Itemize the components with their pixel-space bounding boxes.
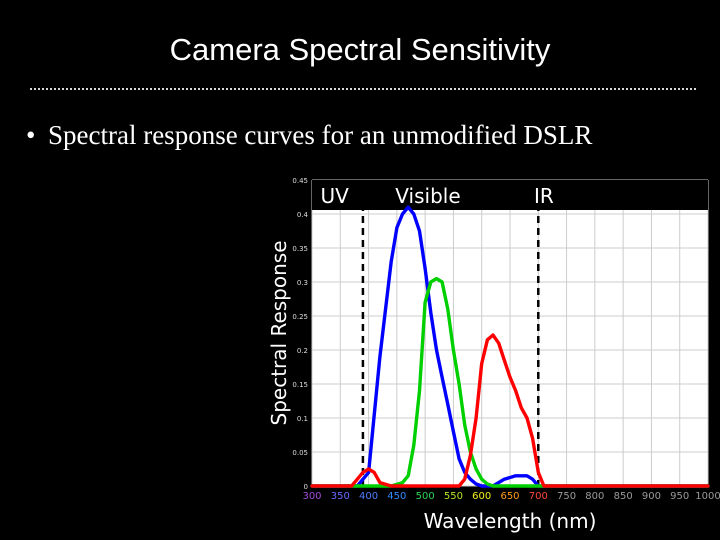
series-line-1	[310, 205, 710, 488]
x-tick-label: 400	[359, 491, 378, 502]
y-axis-ticks: 0 0.05 0.1 0.15 0.2 0.25 0.3 0.35 0.4 0.45	[292, 177, 308, 491]
y-tick-label: 0	[304, 483, 308, 491]
x-tick-label: 950	[670, 491, 689, 502]
x-tick-label: 900	[642, 491, 661, 502]
title-divider	[30, 88, 696, 90]
y-tick-label: 0.15	[292, 381, 308, 389]
x-axis-ticks: 300 350 400 450 500 550 600 650 700 750 800 850 900 9…	[302, 491, 720, 502]
bullet-text: Spectral response curves for an unmodifi…	[48, 120, 593, 150]
y-tick-label: 0.3	[297, 279, 308, 287]
y-tick-label: 0.45	[292, 177, 308, 185]
data-series	[310, 205, 710, 488]
x-tick-label: 450	[387, 491, 406, 502]
x-tick-label: 500	[416, 491, 435, 502]
x-tick-label: 700	[529, 491, 548, 502]
region-label: UV	[320, 184, 349, 208]
x-tick-label: 800	[585, 491, 604, 502]
region-labels: UV Visible IR	[312, 180, 708, 210]
y-axis-label: Spectral Response	[267, 241, 291, 426]
region-boundaries	[361, 180, 540, 486]
y-tick-label: 0.25	[292, 313, 308, 321]
y-tick-label: 0.05	[292, 449, 308, 457]
series-line-3	[310, 333, 710, 488]
region-label: Visible	[395, 184, 460, 208]
region-label-band	[312, 180, 708, 210]
x-tick-label: 300	[302, 491, 321, 502]
x-tick-label: 350	[331, 491, 350, 502]
x-tick-label: 550	[444, 491, 463, 502]
y-tick-label: 0.2	[297, 347, 308, 355]
x-axis-label: Wavelength (nm)	[424, 509, 597, 533]
x-tick-label: 600	[472, 491, 491, 502]
bullet-marker: •	[26, 120, 36, 150]
spectral-response-chart: UV Visible IR 0 0.05 0.1 0.15 0.2 0.25 0.3 0.35 0.…	[267, 177, 720, 533]
region-label: IR	[534, 184, 554, 208]
y-tick-label: 0.4	[297, 211, 309, 219]
bullet-item: • Spectral response curves for an unmodif…	[26, 120, 592, 160]
series-line-2	[310, 276, 710, 488]
y-tick-label: 0.35	[292, 245, 308, 253]
x-tick-label: 750	[557, 491, 576, 502]
x-tick-label: 650	[500, 491, 519, 502]
y-tick-label: 0.1	[297, 415, 308, 423]
x-tick-label: 850	[614, 491, 633, 502]
x-tick-label: 1000	[695, 491, 720, 502]
slide-title: Camera Spectral Sensitivity	[169, 32, 551, 67]
